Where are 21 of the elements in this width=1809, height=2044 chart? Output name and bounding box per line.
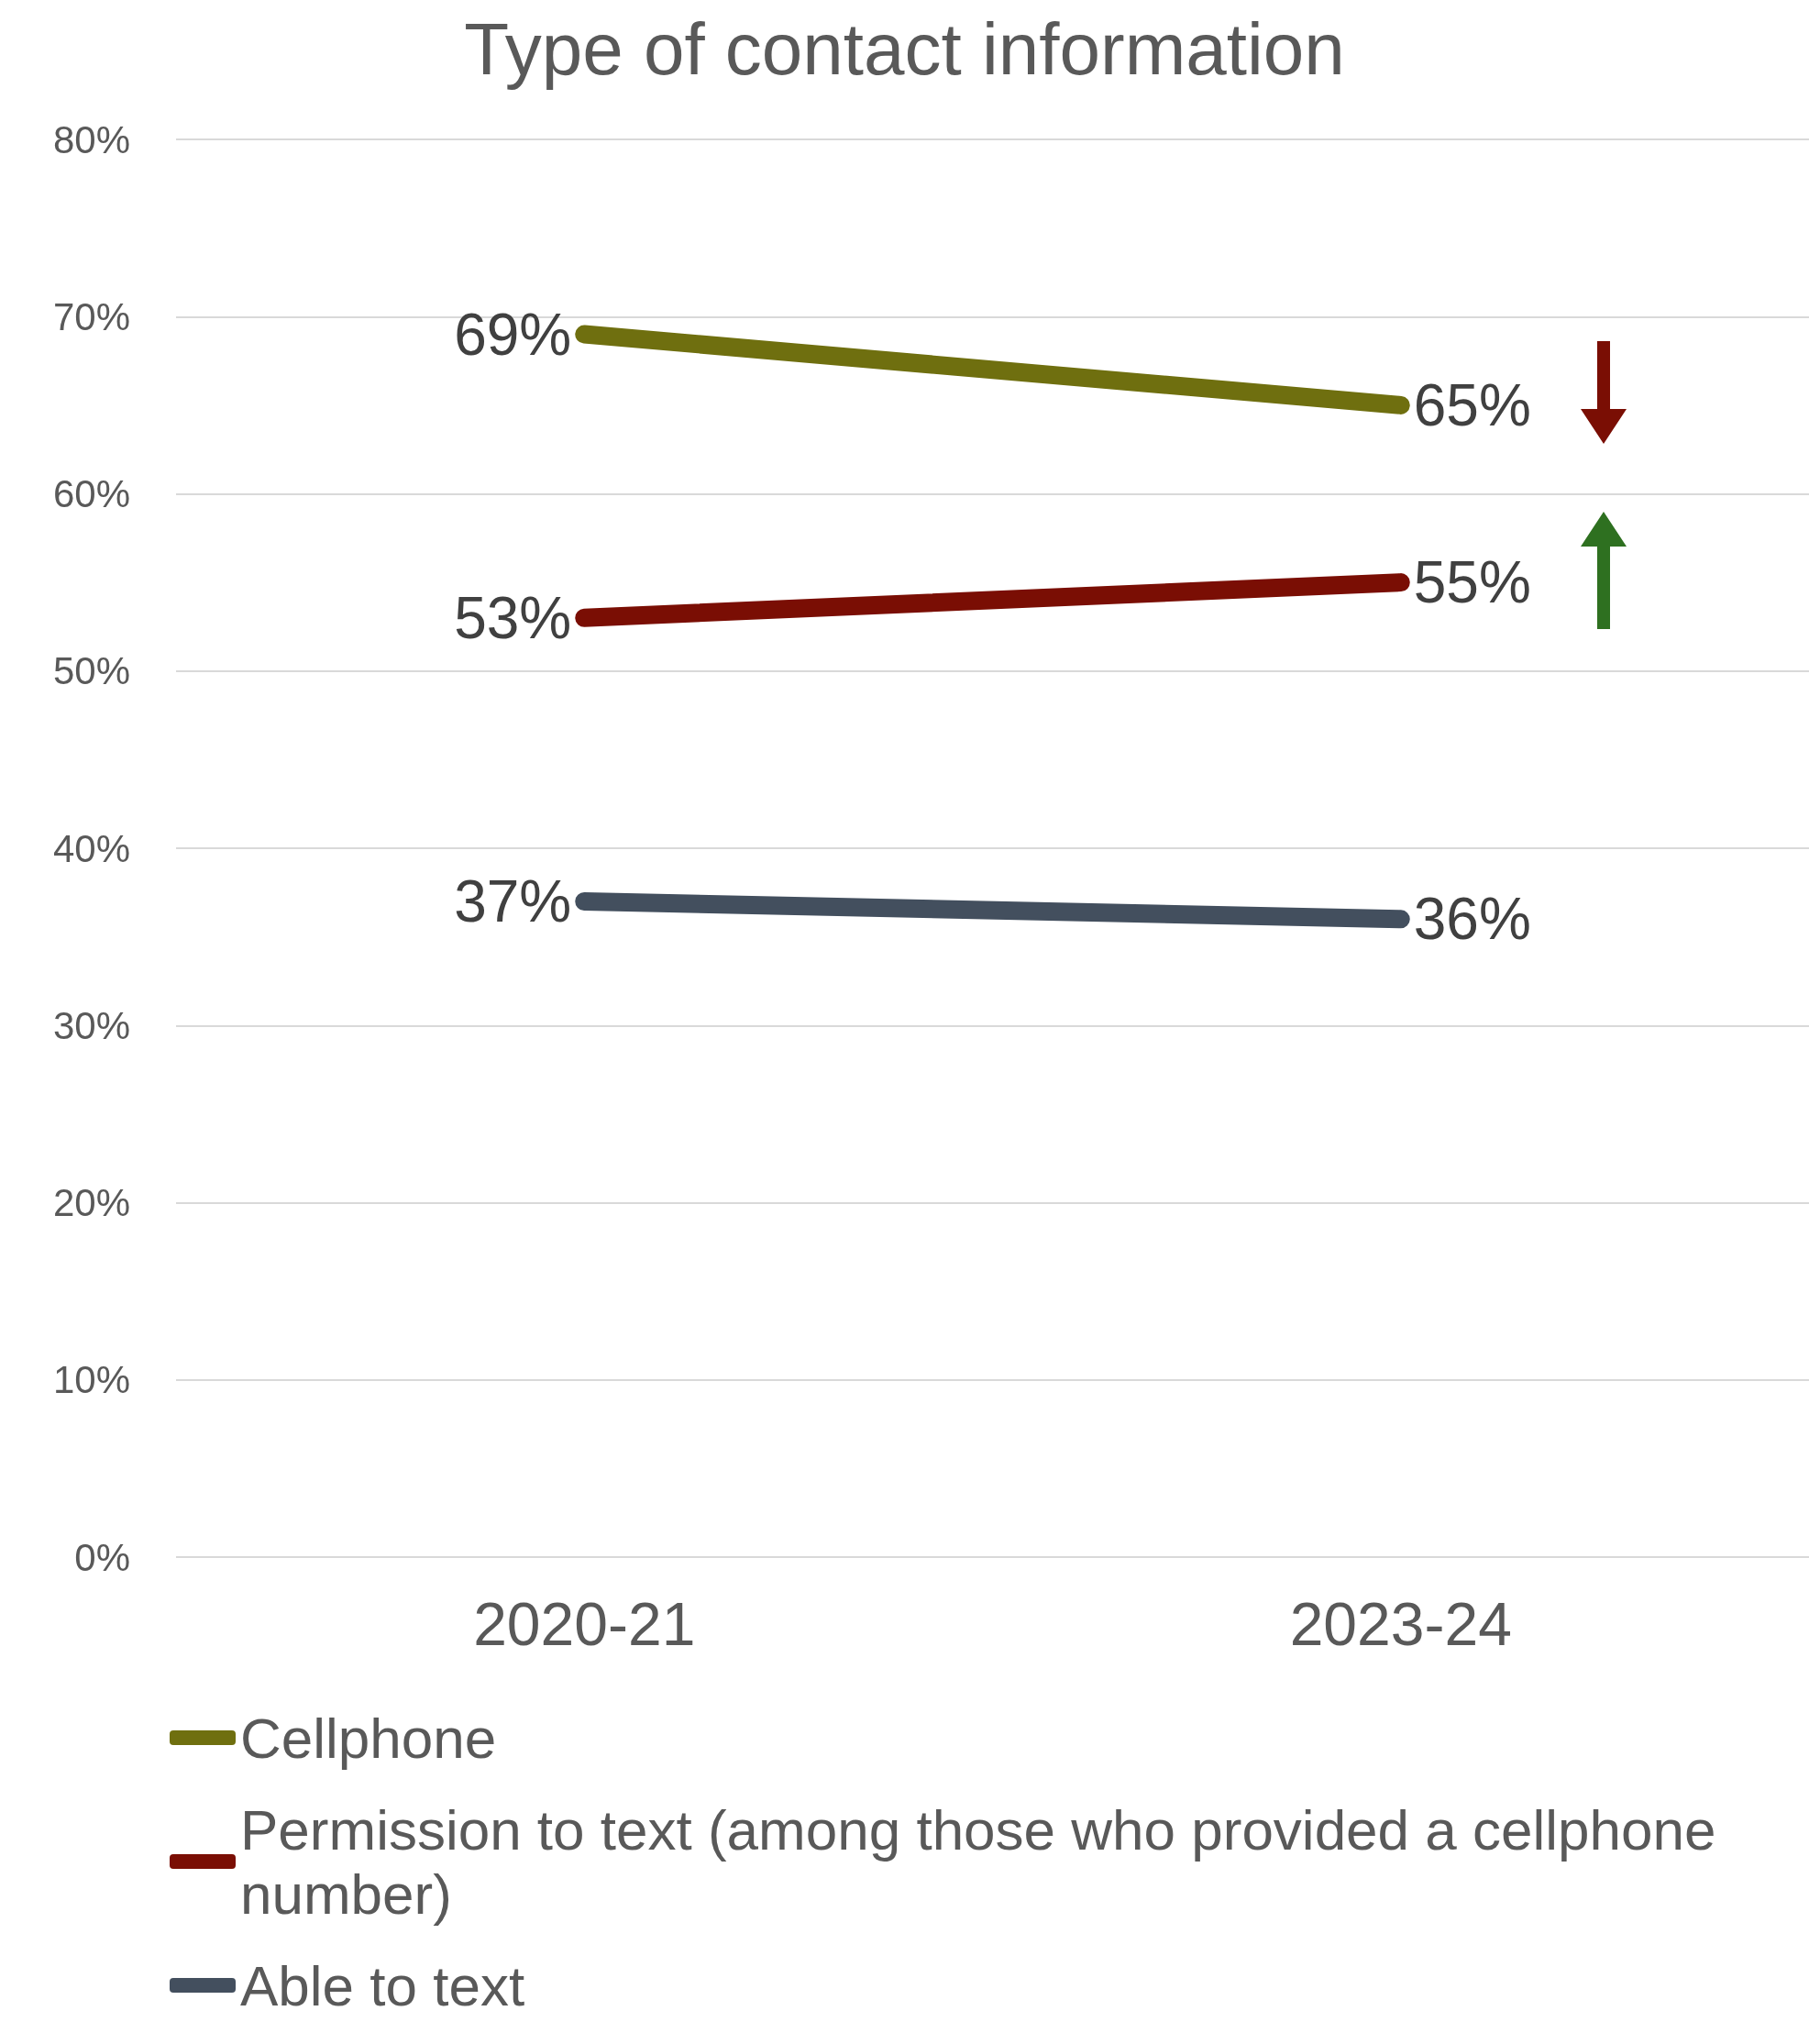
data-label: 53%	[454, 584, 572, 651]
legend-label: Able to text	[240, 1953, 525, 2017]
x-tick-label: 2020-21	[473, 1590, 696, 1658]
data-label: 65%	[1413, 371, 1531, 438]
data-label: 69%	[454, 301, 572, 368]
y-tick-label: 70%	[52, 294, 130, 338]
data-label: 36%	[1413, 886, 1531, 953]
y-tick-label: 50%	[52, 649, 130, 693]
y-tick-label: 30%	[52, 1003, 130, 1047]
y-tick-label: 60%	[52, 472, 130, 515]
legend-label: Cellphone	[240, 1706, 497, 1770]
y-tick-label: 0%	[74, 1535, 130, 1579]
y-tick-label: 10%	[52, 1358, 130, 1402]
legend-label: Permission to text (among those who provided a cellphone number)	[240, 1797, 1732, 1926]
y-tick-label: 80%	[52, 117, 130, 161]
data-label: 55%	[1413, 549, 1531, 616]
x-tick-label: 2023-24	[1289, 1590, 1512, 1658]
y-tick-label: 20%	[52, 1181, 130, 1224]
chart-title: Type of contact information	[464, 7, 1345, 90]
y-tick-label: 40%	[52, 826, 130, 870]
data-label: 37%	[454, 867, 572, 934]
